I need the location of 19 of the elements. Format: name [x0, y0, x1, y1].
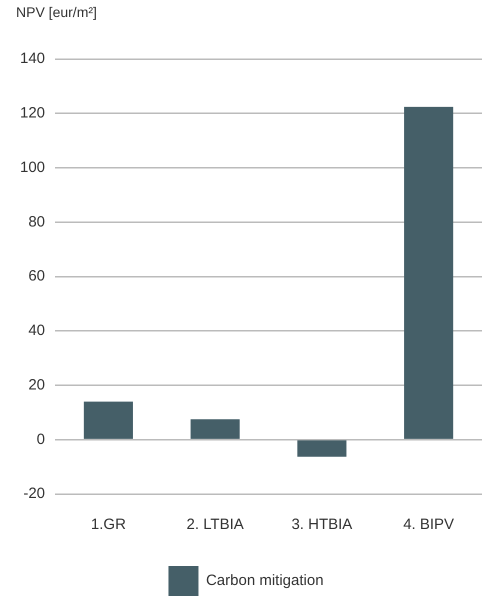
y-tick-label: 20: [28, 376, 46, 394]
y-axis-title: NPV [eur/m²]: [16, 4, 97, 20]
y-tick-label: 140: [20, 50, 46, 68]
y-tick-label: 100: [20, 158, 46, 176]
y-tick-label: 120: [20, 104, 46, 122]
bar: [84, 402, 133, 439]
bar: [190, 419, 240, 439]
y-tick-label: 0: [36, 430, 46, 448]
y-tick-label: -20: [23, 485, 46, 502]
y-tick-label: 60: [28, 268, 46, 285]
legend-label: Carbon mitigation: [206, 572, 324, 590]
y-tick-label: 80: [28, 213, 46, 230]
x-tick-label: 2. LTBIA: [186, 516, 244, 534]
x-tick-label: 1.GR: [90, 516, 126, 534]
x-tick-label: 4. BIPV: [403, 516, 454, 534]
bar: [404, 106, 454, 439]
y-tick-label: 40: [28, 322, 46, 340]
x-tick-label: 3. HTBIA: [291, 516, 352, 534]
bar: [297, 440, 346, 457]
